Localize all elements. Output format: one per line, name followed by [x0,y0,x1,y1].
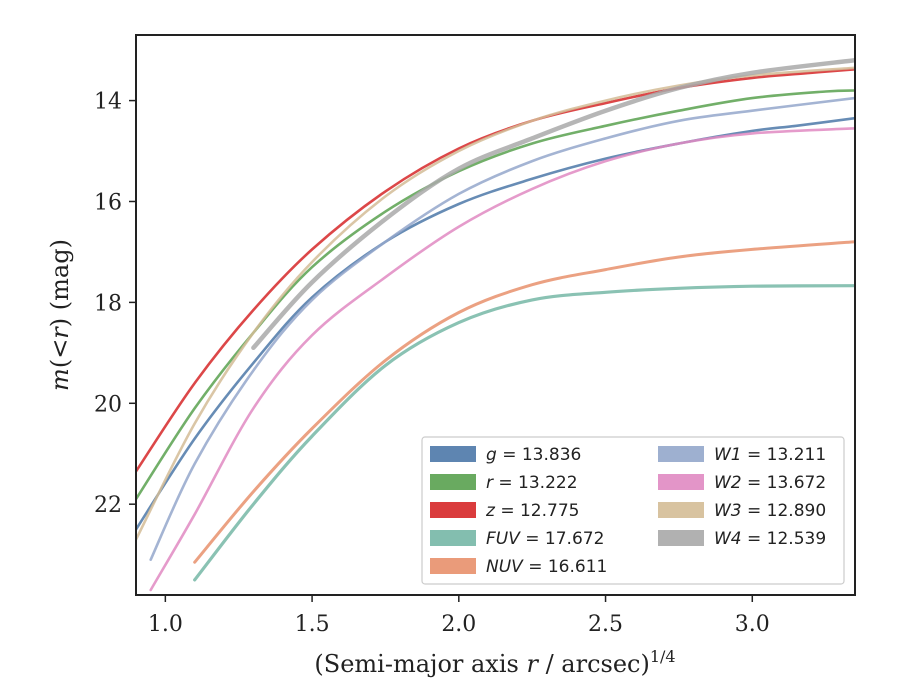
legend-label-nuv: NUV = 16.611 [486,557,607,577]
legend-swatch-g [430,446,476,462]
legend-label-r: r = 13.222 [486,473,578,493]
legend-swatch-fuv [430,530,476,546]
legend-swatch-w2 [658,474,704,490]
y-tick-label: 20 [94,392,122,417]
y-axis: 14 16 18 20 22 [94,90,136,518]
legend-label-g: g = 13.836 [486,445,581,465]
legend-label-w3: W3 = 12.890 [714,501,826,521]
y-tick-label: 22 [94,493,122,518]
legend-swatch-w4 [658,530,704,546]
legend-frame [421,436,845,585]
plot-lines [136,57,855,592]
series-line-r [136,89,855,501]
legend-label-w4: W4 = 12.539 [714,529,826,549]
x-axis: 1.0 1.5 2.0 2.5 3.0 [148,595,770,637]
series-line-z [136,68,855,473]
x-axis-label: (Semi-major axis r / arcsec)1/4 [314,647,675,678]
legend-label-z: z = 12.775 [485,501,579,521]
x-tick-label: 2.0 [441,612,476,637]
x-tick-label: 1.5 [295,612,330,637]
series-line-w1 [149,96,855,561]
legend-label-w1: W1 = 13.211 [714,445,826,465]
series-line-w4 [251,57,855,351]
legend-label-fuv: FUV = 17.672 [486,529,604,549]
series-line-w2 [149,127,855,592]
series-line-fuv [193,284,855,582]
x-tick-label: 1.0 [148,612,183,637]
y-tick-label: 18 [94,291,122,316]
legend-swatch-w3 [658,502,704,518]
series-line-g [136,116,855,531]
legend-swatch-w1 [658,446,704,462]
x-tick-label: 3.0 [735,612,770,637]
legend-label-w2: W2 = 13.672 [714,473,826,493]
y-tick-label: 16 [94,190,122,215]
legend-swatch-z [430,502,476,518]
x-tick-label: 2.5 [588,612,623,637]
series-line-nuv [193,240,855,564]
y-axis-label: m(<r) (mag) [46,239,74,391]
legend-swatch-nuv [430,558,476,574]
legend-swatch-r [430,474,476,490]
legend: g = 13.836 r = 13.222 z = 12.775 FUV = 17.6… [421,436,845,585]
y-tick-label: 14 [94,90,122,115]
plot-frame [135,34,856,596]
